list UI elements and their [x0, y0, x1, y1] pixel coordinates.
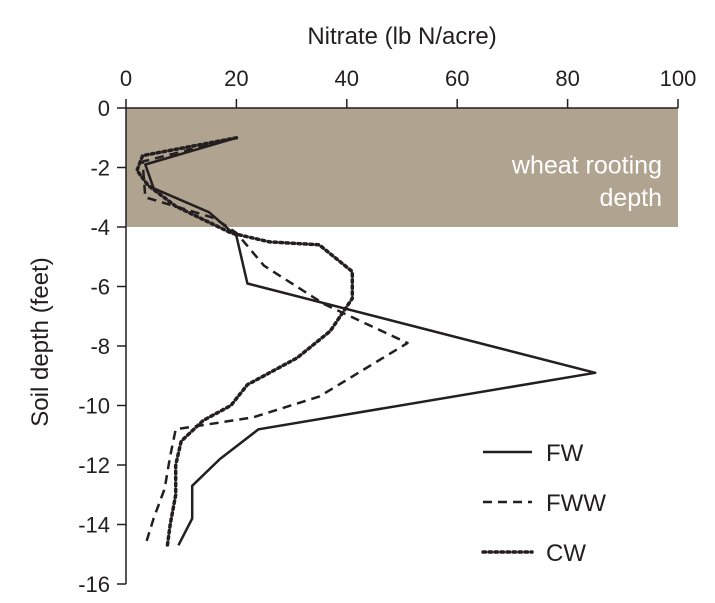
wheat-rooting-band: [126, 108, 678, 227]
band-label-line-1: wheat rooting: [511, 151, 662, 179]
x-tick-label: 20: [224, 66, 248, 91]
y-tick-label: -12: [78, 453, 110, 478]
legend-label-fw: FW: [546, 440, 584, 467]
x-tick-label: 100: [660, 66, 697, 91]
legend-label-fww: FWW: [546, 490, 606, 517]
series-lines: [135, 136, 597, 548]
y-axis-title: Soil depth (feet): [27, 257, 54, 426]
x-tick-label: 80: [555, 66, 579, 91]
y-tick-label: -14: [78, 513, 110, 538]
x-tick-label: 60: [445, 66, 469, 91]
legend-label-cw: CW: [546, 540, 586, 567]
x-tick-label: 0: [120, 66, 132, 91]
legend: FW FWW CW: [481, 440, 606, 567]
series-line-fww: [141, 136, 409, 546]
band-label: wheat rooting depth: [511, 151, 662, 212]
y-tick-label: -8: [90, 334, 110, 359]
x-tick-label: 40: [335, 66, 359, 91]
x-ticks: 0 20 40 60 80 100: [120, 66, 696, 108]
series-line-fw: [144, 136, 597, 546]
y-tick-label: -6: [90, 275, 110, 300]
y-tick-label: 0: [98, 96, 110, 121]
y-ticks: 0 -2 -4 -6 -8 -10 -12 -14 -16: [78, 96, 126, 597]
y-tick-label: -2: [90, 156, 110, 181]
y-tick-label: -10: [78, 394, 110, 419]
band-label-line-2: depth: [599, 184, 662, 212]
series-line-cw: [135, 136, 355, 548]
y-tick-label: -16: [78, 572, 110, 597]
y-tick-label: -4: [90, 215, 110, 240]
x-axis-title: Nitrate (lb N/acre): [307, 23, 496, 50]
